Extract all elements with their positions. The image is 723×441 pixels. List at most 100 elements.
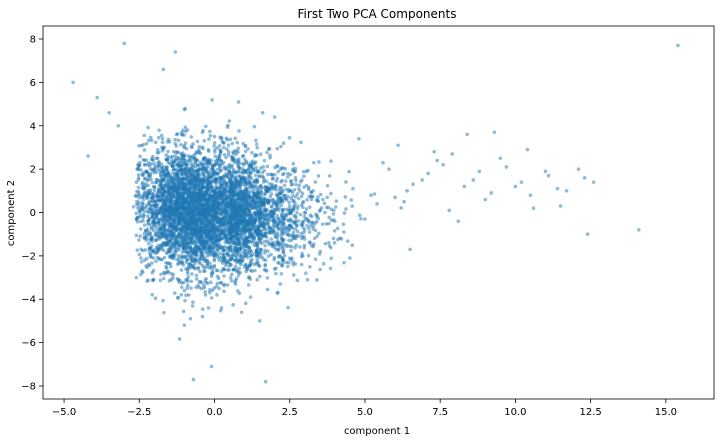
scatter-point xyxy=(247,275,251,279)
scatter-point xyxy=(268,172,273,177)
scatter-point xyxy=(174,158,178,163)
scatter-point xyxy=(276,169,280,174)
scatter-point xyxy=(307,230,312,234)
scatter-point xyxy=(294,215,298,220)
scatter-point xyxy=(301,169,306,174)
scatter-point xyxy=(282,183,287,188)
scatter-point xyxy=(186,283,190,287)
scatter-point xyxy=(250,252,255,257)
scatter-point xyxy=(190,236,194,240)
scatter-point xyxy=(187,187,192,192)
scatter-point xyxy=(234,235,239,240)
scatter-point xyxy=(284,198,289,202)
scatter-point xyxy=(210,234,215,239)
scatter-point xyxy=(325,183,330,188)
scatter-point xyxy=(143,229,148,233)
scatter-point xyxy=(179,227,184,231)
scatter-point xyxy=(151,191,156,196)
scatter-point xyxy=(181,187,186,191)
scatter-point xyxy=(159,133,164,138)
scatter-point xyxy=(194,200,198,204)
scatter-point xyxy=(134,217,139,221)
scatter-point xyxy=(181,176,185,181)
scatter-point xyxy=(226,143,231,147)
scatter-point xyxy=(316,174,321,178)
scatter-point xyxy=(207,137,211,141)
scatter-point xyxy=(233,264,238,269)
scatter-point xyxy=(260,186,265,190)
scatter-point xyxy=(290,235,295,240)
scatter-point xyxy=(154,223,158,228)
scatter-point xyxy=(258,216,263,220)
scatter-point xyxy=(229,238,233,242)
scatter-point xyxy=(185,279,190,284)
scatter-point xyxy=(237,129,241,133)
scatter-point xyxy=(206,164,210,169)
scatter-point xyxy=(158,278,163,283)
scatter-point xyxy=(169,271,174,276)
scatter-point xyxy=(255,145,260,150)
scatter-point xyxy=(329,256,334,261)
scatter-point xyxy=(149,177,153,182)
scatter-point xyxy=(242,191,247,195)
scatter-point xyxy=(195,244,200,248)
scatter-point xyxy=(317,252,322,256)
scatter-point xyxy=(219,176,224,180)
scatter-point xyxy=(245,200,250,205)
scatter-point xyxy=(273,184,278,188)
scatter-point xyxy=(173,225,178,229)
scatter-point xyxy=(185,236,189,241)
scatter-point xyxy=(148,252,153,257)
scatter-point xyxy=(298,212,303,217)
scatter-point xyxy=(200,253,205,257)
scatter-point xyxy=(170,222,174,226)
scatter-point xyxy=(138,214,143,218)
scatter-point xyxy=(245,245,250,249)
scatter-point xyxy=(311,227,315,231)
scatter-point xyxy=(255,168,259,173)
scatter-point xyxy=(252,262,256,267)
scatter-point xyxy=(175,167,179,172)
scatter-point xyxy=(224,182,229,186)
scatter-point xyxy=(322,201,327,206)
scatter-point xyxy=(142,232,147,236)
scatter-point xyxy=(222,152,227,157)
scatter-point xyxy=(256,227,260,231)
scatter-point xyxy=(206,228,211,233)
scatter-point xyxy=(184,167,189,172)
scatter-point xyxy=(152,220,156,225)
scatter-point xyxy=(229,226,233,230)
scatter-point xyxy=(268,226,273,231)
scatter-point xyxy=(313,221,317,226)
scatter-point xyxy=(263,192,267,196)
scatter-point xyxy=(157,179,162,184)
scatter-point xyxy=(174,217,178,222)
scatter-point xyxy=(226,200,231,205)
scatter-point xyxy=(255,177,259,182)
scatter-point xyxy=(210,185,214,190)
scatter-point xyxy=(257,174,261,178)
scatter-point xyxy=(189,199,194,204)
scatter-point xyxy=(229,272,234,277)
scatter-point xyxy=(156,194,161,199)
scatter-point xyxy=(207,265,211,270)
scatter-point xyxy=(162,310,166,315)
scatter-point xyxy=(174,228,179,233)
scatter-point xyxy=(263,188,268,192)
scatter-point xyxy=(299,194,304,199)
scatter-point xyxy=(146,174,151,179)
scatter-point xyxy=(141,142,146,147)
scatter-point xyxy=(242,231,247,236)
scatter-point xyxy=(141,219,145,223)
scatter-point xyxy=(163,203,168,208)
scatter-point xyxy=(291,260,295,264)
scatter-point xyxy=(290,190,295,195)
scatter-point xyxy=(244,161,248,165)
scatter-point xyxy=(214,180,219,184)
scatter-point xyxy=(284,212,289,216)
scatter-point xyxy=(224,237,229,242)
scatter-point xyxy=(306,187,311,192)
scatter-point xyxy=(220,261,225,265)
scatter-point xyxy=(183,298,187,303)
scatter-point xyxy=(239,242,243,247)
